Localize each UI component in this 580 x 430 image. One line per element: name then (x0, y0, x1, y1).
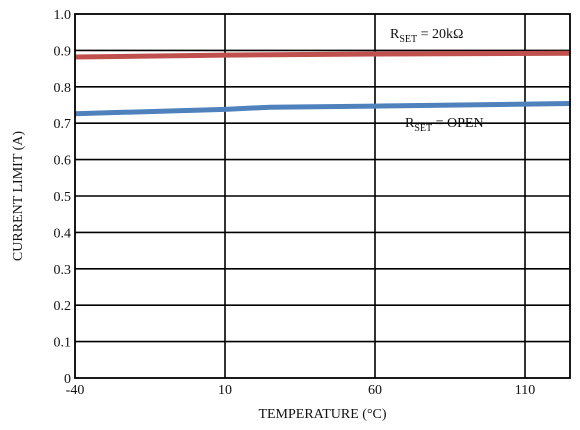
series-label-sub: SET (414, 123, 432, 134)
y-tick-label: 0.4 (54, 226, 72, 241)
grid-layer (75, 14, 570, 378)
series-label-sub: SET (399, 34, 417, 45)
series-label-rset-open: RSET = OPEN (405, 116, 484, 134)
x-tick-label: 110 (515, 383, 535, 398)
y-tick-label: 0.8 (54, 81, 72, 96)
series-line-rset-20k (74, 50, 571, 60)
x-tick-label: 60 (368, 383, 382, 398)
x-axis-title: TEMPERATURE (°C) (258, 407, 386, 422)
x-tick-label: -40 (66, 383, 85, 398)
series-layer (74, 50, 571, 117)
tick-layer: 0 0.1 0.2 0.3 0.4 0.5 0.6 0.7 0.8 0.9 1.0 -40 10 60 11… (54, 8, 536, 398)
y-tick-label: 0.9 (54, 44, 72, 59)
plot-frame (74, 13, 571, 379)
y-tick-label: 1.0 (54, 8, 72, 23)
y-tick-label: 0.1 (54, 336, 72, 351)
y-tick-label: 0.3 (54, 263, 72, 278)
y-tick-label: 0 (64, 372, 71, 387)
series-line-rset-open (74, 101, 571, 117)
series-label-main: R (390, 27, 400, 42)
series-label-rset-20k: RSET = 20kΩ (390, 27, 463, 45)
y-tick-label: 0.6 (54, 154, 72, 169)
series-label-main: R (405, 116, 415, 131)
y-axis-title: CURRENT LIMIT (A) (11, 131, 26, 261)
series-label-rest: = OPEN (432, 116, 483, 131)
y-tick-label: 0.2 (54, 299, 72, 314)
y-tick-label: 0.7 (54, 117, 72, 132)
y-tick-label: 0.5 (54, 190, 72, 205)
series-label-rest: = 20kΩ (417, 27, 463, 42)
x-tick-label: 10 (218, 383, 232, 398)
